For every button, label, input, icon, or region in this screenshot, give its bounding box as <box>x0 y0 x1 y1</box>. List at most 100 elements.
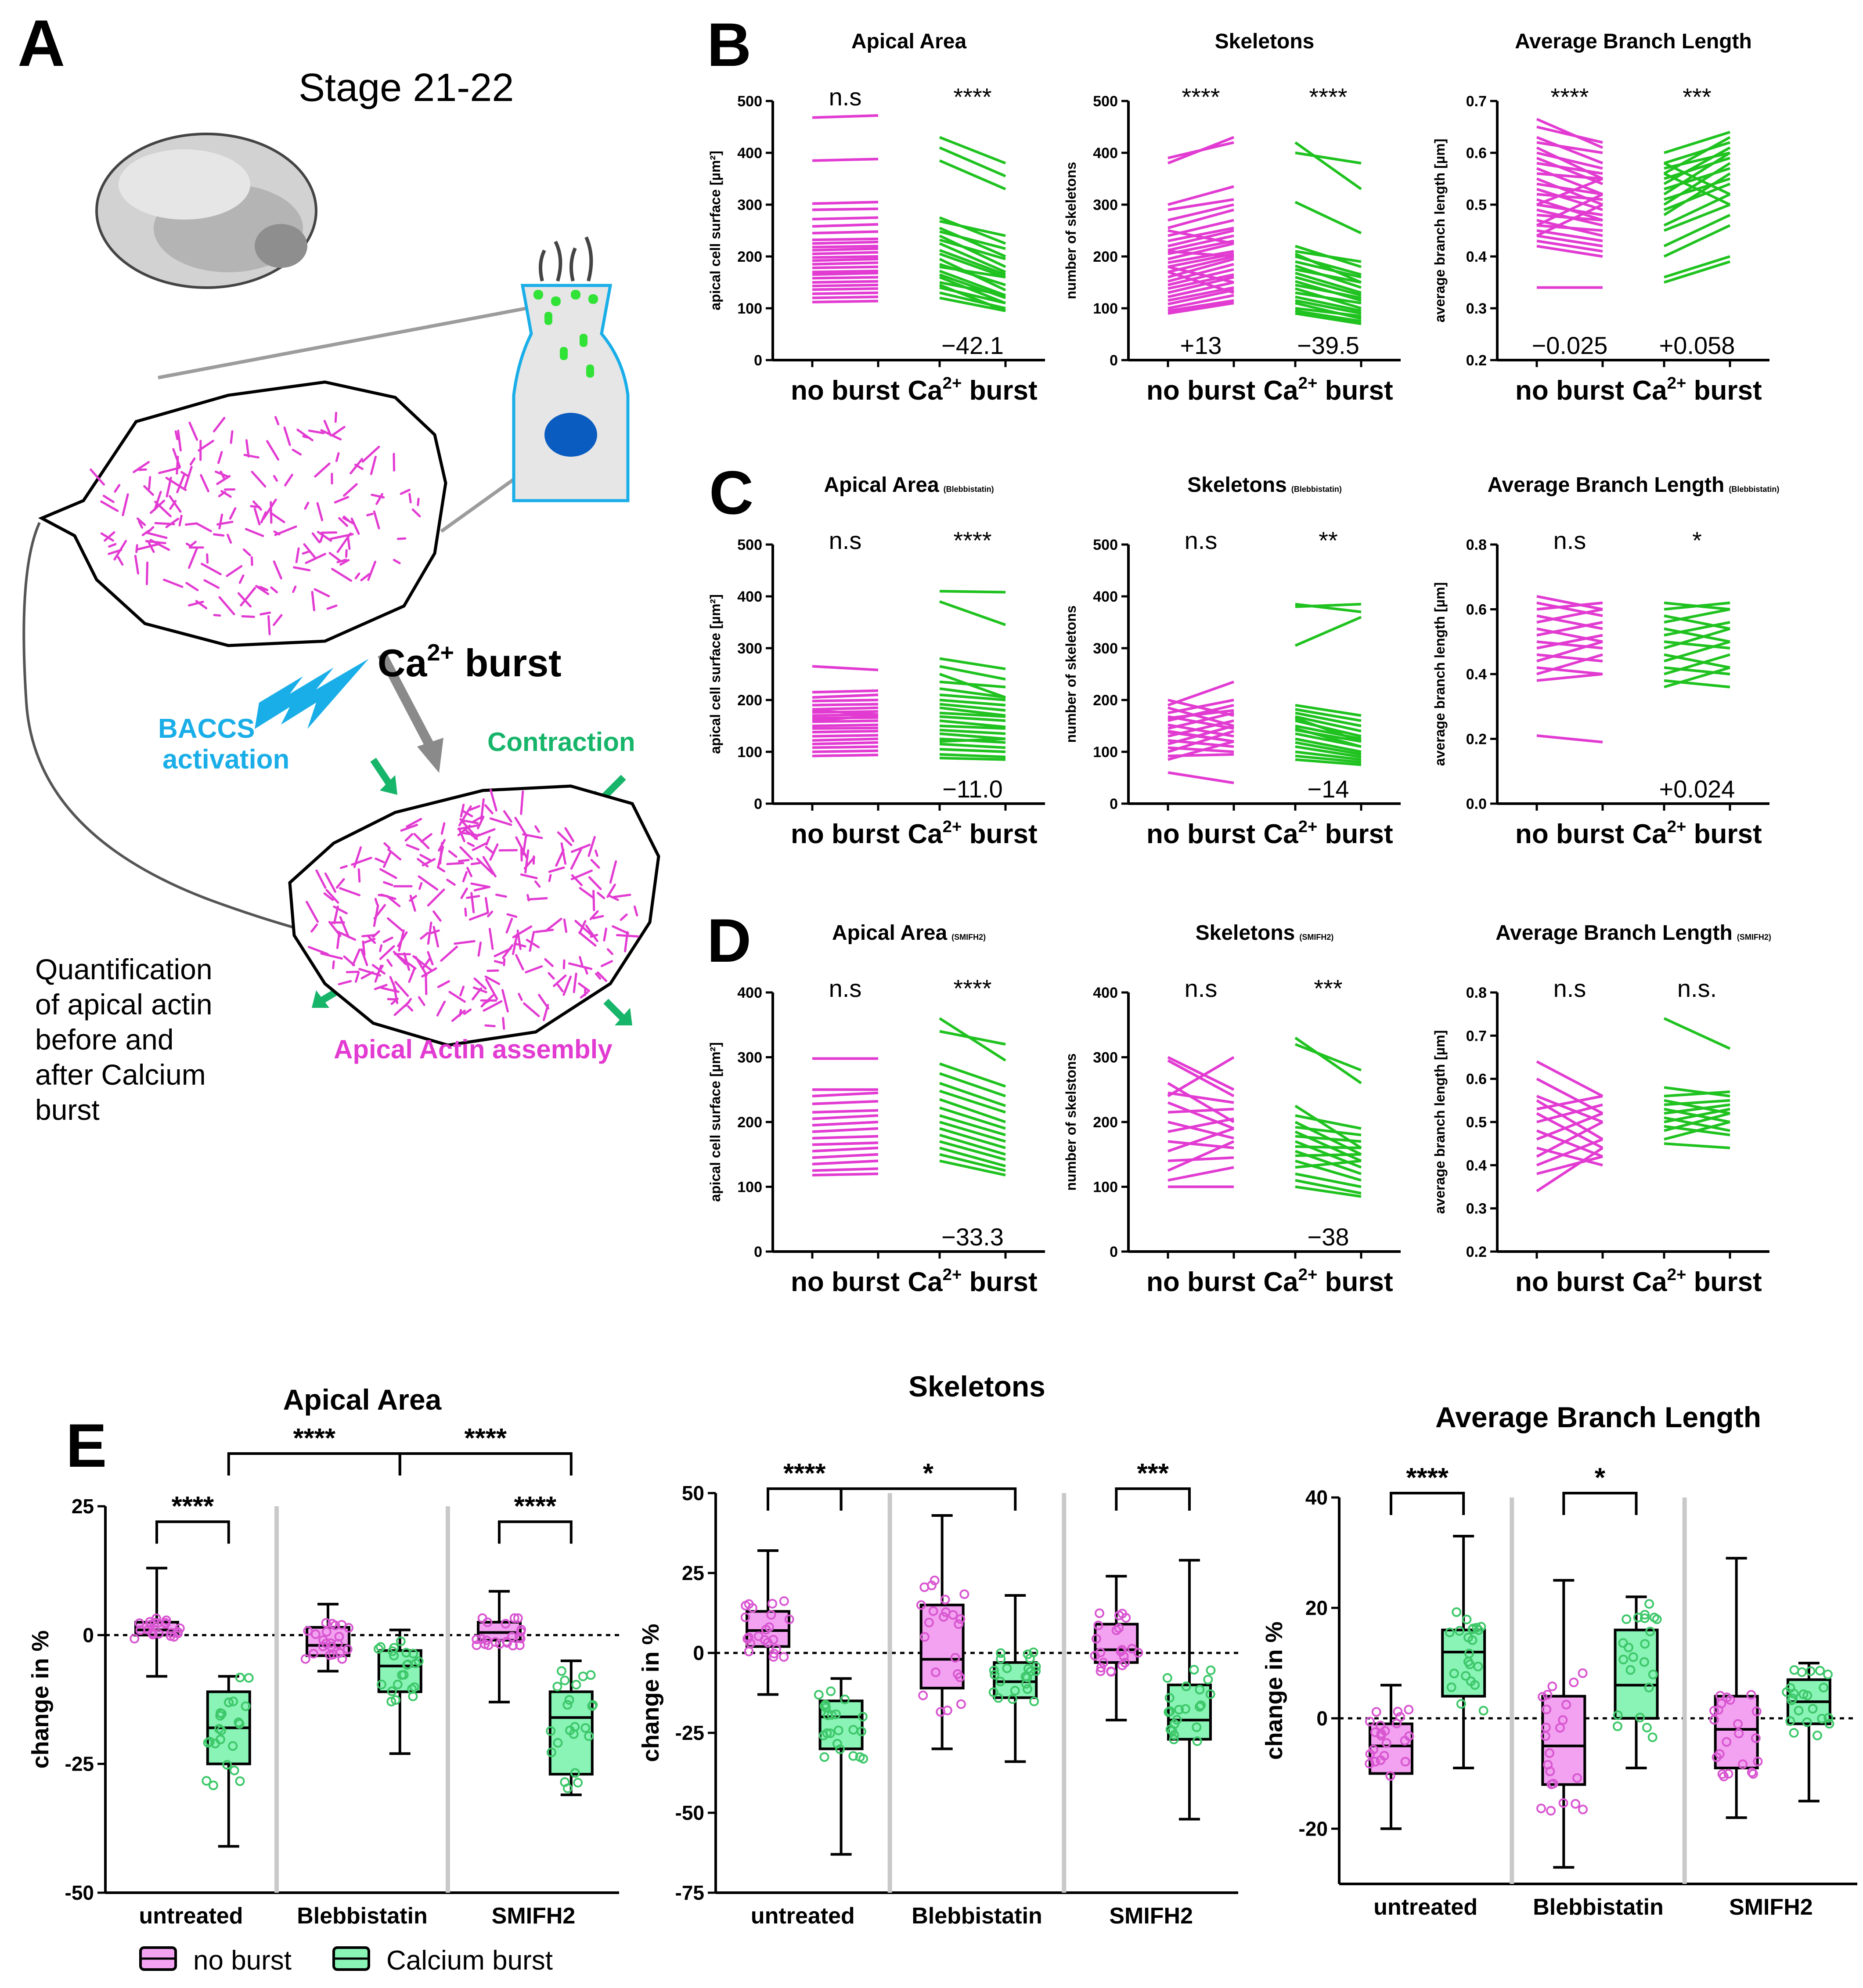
pair-line-no-burst <box>1168 294 1234 310</box>
y-tick-label: 400 <box>737 985 762 1001</box>
significance-no-burst: **** <box>1182 83 1220 111</box>
pair-line-no-burst <box>1536 1103 1603 1123</box>
x-category-label-sup: 2+ <box>1298 817 1318 836</box>
data-point <box>826 1686 836 1696</box>
data-point <box>1802 1717 1812 1727</box>
actin-segment <box>409 895 416 912</box>
data-point <box>146 1620 156 1630</box>
data-point <box>321 1638 331 1649</box>
actin-segment <box>466 866 472 877</box>
actin-segment <box>458 859 470 862</box>
pair-line-no-burst <box>812 665 879 671</box>
data-point <box>822 1728 832 1738</box>
pair-line-no-burst <box>1536 627 1603 643</box>
data-point <box>1738 1759 1748 1769</box>
actin-segment <box>314 588 330 598</box>
pair-line-no-burst <box>812 723 879 727</box>
x-category-label-sup: 2+ <box>943 374 962 393</box>
data-point <box>1578 1804 1588 1815</box>
pair-line-no-burst <box>812 689 879 694</box>
actin-segment <box>406 818 422 828</box>
data-point <box>1747 1767 1757 1777</box>
stage-label: Stage 21-22 <box>299 66 514 110</box>
significance-no-burst: n.s <box>1185 974 1218 1002</box>
data-point <box>938 1612 948 1622</box>
actin-segment <box>134 555 140 575</box>
actin-segment <box>422 858 436 866</box>
panel-letter-b: B <box>707 10 751 79</box>
data-point <box>135 1625 145 1635</box>
actin-segment <box>325 889 339 904</box>
pair-line-burst <box>1295 307 1362 318</box>
pair-line-burst <box>1664 679 1730 689</box>
data-point <box>344 1623 354 1633</box>
data-point <box>1547 1681 1557 1692</box>
data-point <box>1095 1666 1106 1676</box>
y-tick-label: 40 <box>1305 1486 1328 1509</box>
pair-line-no-burst <box>1167 1059 1235 1097</box>
pair-line-no-burst <box>1168 711 1234 730</box>
actin-segment <box>560 842 567 865</box>
actin-segment <box>274 416 280 426</box>
pair-line-no-burst <box>1536 146 1604 180</box>
pair-line-no-burst <box>1536 614 1603 630</box>
actin-segment <box>414 956 428 976</box>
actin-segment <box>440 822 446 835</box>
data-point <box>1196 1700 1206 1710</box>
data-point <box>942 1705 952 1715</box>
significance-bracket <box>1390 1492 1465 1515</box>
data-point <box>1618 1638 1628 1648</box>
data-point <box>1164 1693 1175 1703</box>
actin-segment <box>177 429 182 452</box>
y-tick-label: 100 <box>737 744 762 761</box>
pair-line-burst <box>939 715 1006 722</box>
data-point <box>1635 1713 1645 1723</box>
pair-line-burst <box>1664 1112 1730 1132</box>
data-point <box>513 1613 523 1623</box>
pair-line-burst <box>939 703 1006 712</box>
pair-line-burst <box>939 136 1006 165</box>
actin-segment <box>273 475 278 482</box>
pair-line-no-burst <box>1168 729 1234 743</box>
chart-e2: Skeletons 50 25 0 -25 -50 -75 change in % untrea… <box>638 1370 1238 1929</box>
pair-line-no-burst <box>1536 608 1603 624</box>
delta-label-burst: −11.0 <box>942 775 1003 803</box>
data-point <box>1452 1607 1462 1617</box>
actin-segment <box>484 897 489 914</box>
actin-segment <box>633 906 638 916</box>
box-no-burst <box>1541 1695 1586 1786</box>
actin-segment <box>518 992 523 1001</box>
ca-burst-ca: Ca <box>378 641 428 685</box>
actin-segment <box>462 871 468 883</box>
data-point <box>930 1575 940 1585</box>
pair-line-burst <box>939 665 1006 681</box>
y-axis-label: apical cell surface [µm²] <box>707 151 723 310</box>
actin-segment <box>568 962 593 970</box>
data-point <box>940 1595 950 1605</box>
pair-line-burst <box>1295 271 1362 294</box>
actin-segment <box>570 848 583 870</box>
data-point <box>396 1636 406 1646</box>
actin-segment <box>548 972 555 980</box>
actin-segment <box>446 862 465 866</box>
actin-segment <box>494 960 503 964</box>
pair-line-burst <box>939 1121 1006 1143</box>
actin-segment <box>587 836 596 857</box>
pair-line-burst <box>939 1147 1006 1168</box>
data-point <box>1751 1733 1761 1743</box>
x-category-label: Ca2+ burst <box>908 374 1037 406</box>
pair-line-no-burst <box>1168 729 1234 753</box>
actin-segment <box>437 980 450 988</box>
data-point <box>1644 1682 1654 1692</box>
pair-line-burst <box>1663 162 1731 206</box>
actin-segment <box>158 467 180 474</box>
chart-e1: Apical Area 25 0 -25 -50 change in % untreated… <box>27 1383 619 1929</box>
data-point <box>827 1710 837 1720</box>
pair-line-burst <box>1295 1114 1362 1130</box>
data-point <box>1381 1738 1391 1748</box>
x-category-label-part-c: burst <box>962 819 1037 849</box>
pair-line-burst <box>1664 621 1730 637</box>
x-category-label-part-a: Ca <box>1263 1267 1298 1297</box>
y-tick-label: -75 <box>675 1881 704 1904</box>
y-axis-label: change in % <box>638 1624 664 1762</box>
